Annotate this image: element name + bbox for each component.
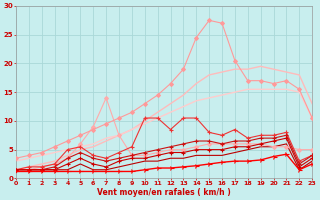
X-axis label: Vent moyen/en rafales ( km/h ): Vent moyen/en rafales ( km/h ): [97, 188, 231, 197]
